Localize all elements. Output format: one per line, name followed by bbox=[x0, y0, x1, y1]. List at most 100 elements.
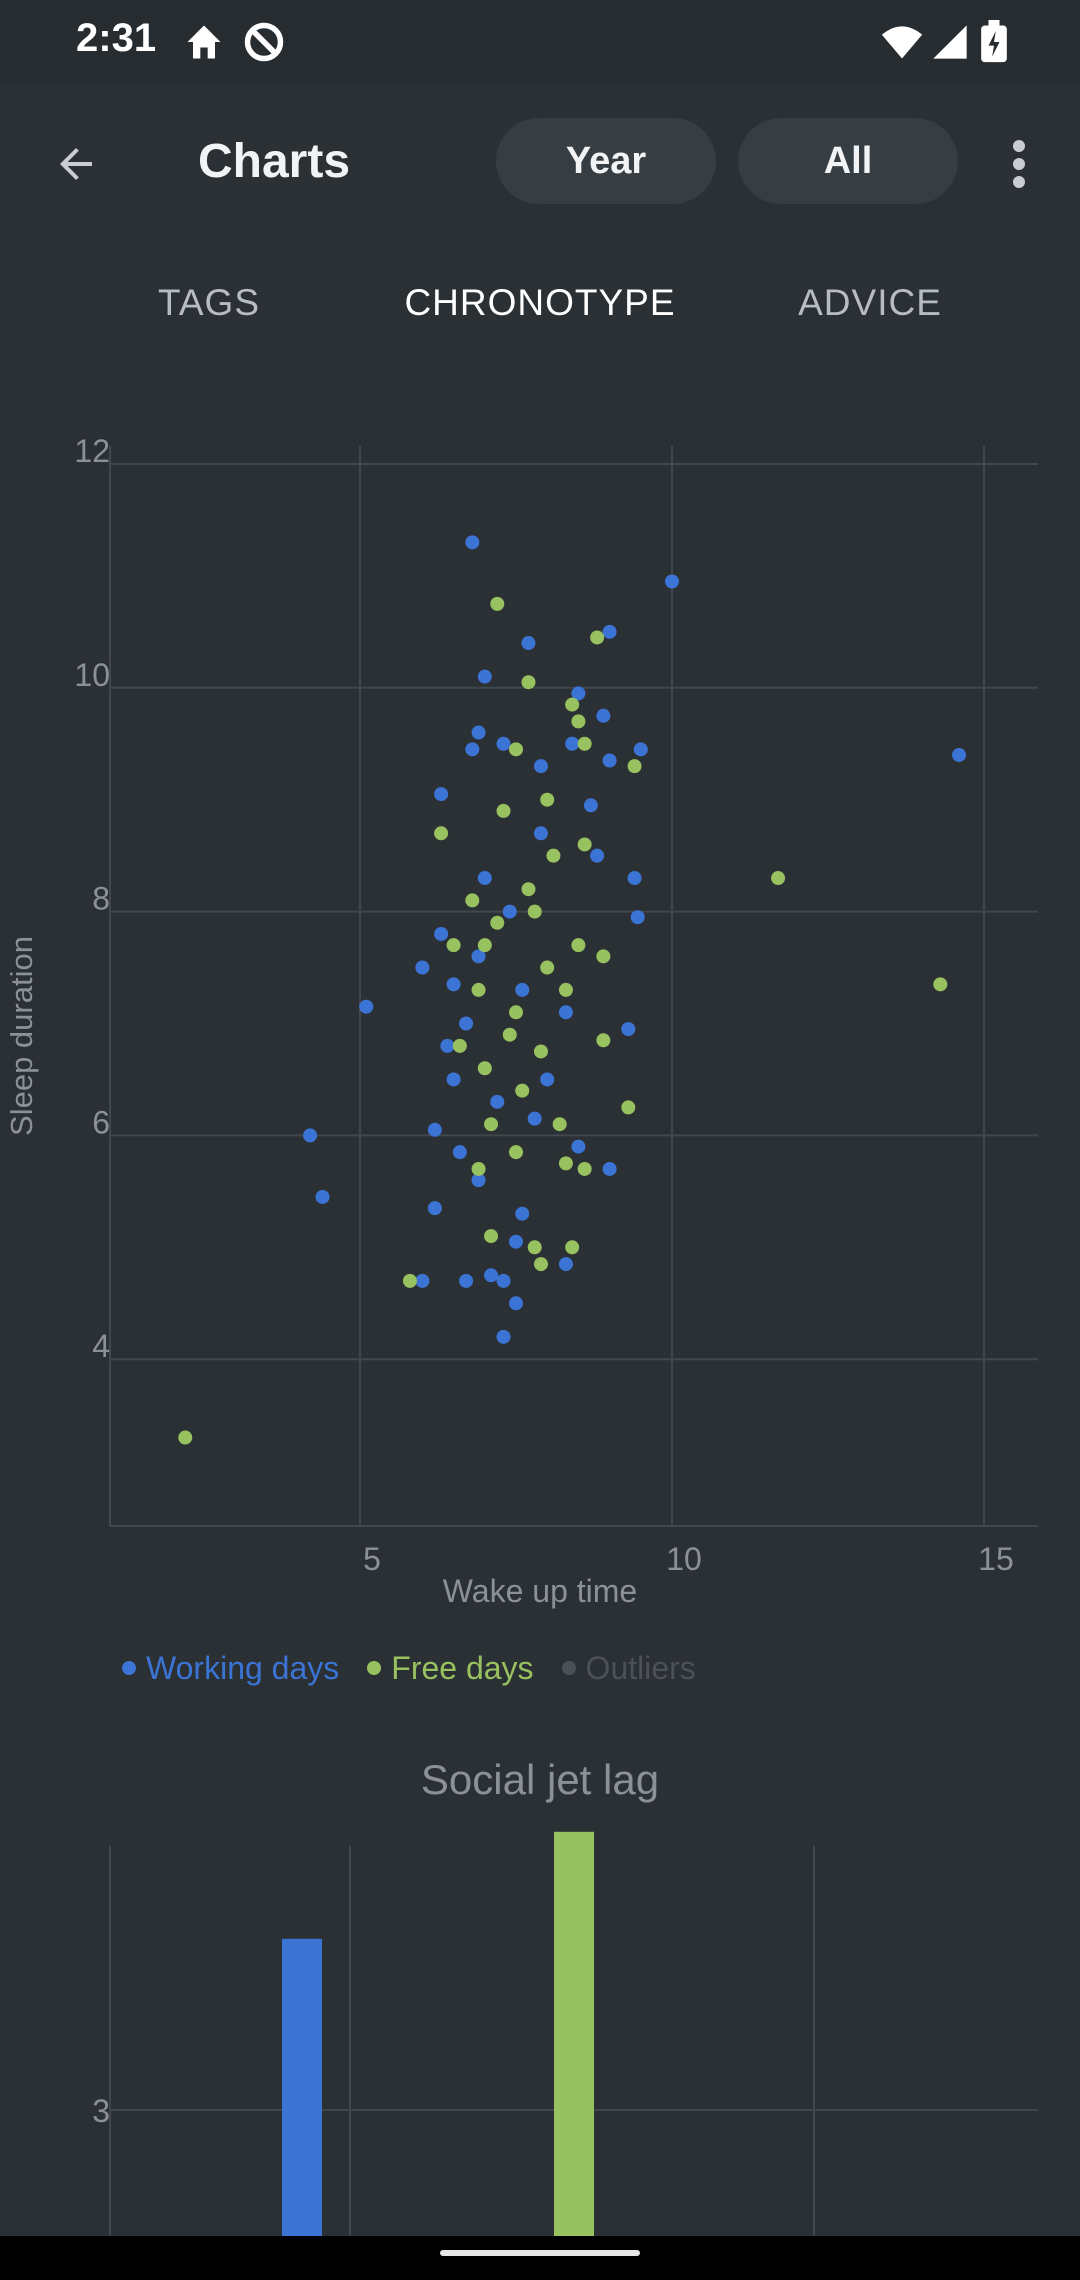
working-day-point bbox=[583, 798, 598, 813]
working-days-bar bbox=[282, 1938, 322, 2236]
free-day-point bbox=[533, 1044, 548, 1059]
free-day-point bbox=[521, 675, 536, 690]
filter-all-button[interactable]: All bbox=[738, 118, 958, 204]
free-day-point bbox=[178, 1430, 193, 1445]
status-time: 2:31 bbox=[76, 16, 157, 60]
free-day-point bbox=[509, 1005, 523, 1020]
working-day-point bbox=[540, 1072, 555, 1087]
free-day-point bbox=[434, 826, 449, 841]
working-day-point bbox=[558, 1005, 573, 1020]
free-day-point bbox=[446, 938, 461, 953]
working-day-point bbox=[533, 759, 548, 774]
free-day-point bbox=[577, 837, 592, 852]
working-day-point bbox=[427, 1201, 442, 1216]
more-options-button[interactable] bbox=[994, 128, 1044, 200]
working-day-point bbox=[484, 1268, 499, 1283]
working-day-point bbox=[621, 1022, 636, 1037]
working-day-point bbox=[515, 982, 530, 997]
working-day-point bbox=[477, 871, 492, 886]
free-day-point bbox=[558, 982, 573, 997]
working-day-point bbox=[630, 910, 645, 925]
legend-working-days[interactable]: Working days bbox=[122, 1650, 339, 1687]
legend-label-outliers: Outliers bbox=[585, 1649, 696, 1686]
free-day-point bbox=[590, 630, 605, 645]
working-day-point bbox=[602, 1161, 617, 1176]
home-gesture-handle[interactable] bbox=[440, 2250, 640, 2256]
tab-bar: TAGS CHRONOTYPE ADVICE bbox=[0, 270, 1080, 340]
working-day-point bbox=[427, 1122, 442, 1137]
back-button[interactable] bbox=[40, 128, 112, 200]
chart-legend: Working days Free days Outliers bbox=[122, 1646, 724, 1690]
free-day-point bbox=[565, 697, 580, 712]
free-days-bar bbox=[554, 1831, 594, 2236]
free-day-point bbox=[627, 759, 642, 774]
legend-free-days[interactable]: Free days bbox=[367, 1649, 534, 1687]
legend-label-free: Free days bbox=[391, 1649, 534, 1686]
filter-year-button[interactable]: Year bbox=[496, 118, 716, 204]
battery-charging-icon bbox=[976, 20, 1012, 69]
working-day-point bbox=[452, 1145, 467, 1160]
legend-dot-outliers bbox=[561, 1661, 576, 1675]
x-tick-label: 5 bbox=[363, 1541, 381, 1577]
free-day-point bbox=[477, 1061, 492, 1076]
free-day-point bbox=[502, 1027, 517, 1042]
free-day-point bbox=[496, 803, 511, 818]
working-day-point bbox=[477, 669, 492, 684]
working-day-point bbox=[515, 1206, 530, 1221]
free-day-point bbox=[558, 1156, 573, 1171]
status-bar: 2:31 bbox=[0, 0, 1080, 84]
working-day-point bbox=[359, 999, 374, 1014]
working-day-point bbox=[496, 1273, 511, 1288]
free-day-point bbox=[771, 871, 786, 886]
free-day-point bbox=[571, 714, 586, 729]
legend-outliers[interactable]: Outliers bbox=[561, 1649, 696, 1687]
free-day-point bbox=[452, 1038, 467, 1053]
signal-icon bbox=[930, 20, 970, 69]
working-day-point bbox=[665, 574, 679, 589]
page-title: Charts bbox=[198, 135, 351, 188]
arrow-back-icon bbox=[60, 148, 92, 180]
working-day-point bbox=[471, 949, 486, 964]
working-day-point bbox=[602, 624, 617, 639]
free-day-point bbox=[471, 982, 486, 997]
free-day-point bbox=[527, 904, 542, 919]
legend-dot-working bbox=[122, 1661, 136, 1675]
free-day-point bbox=[465, 893, 480, 908]
working-day-point bbox=[440, 1038, 455, 1053]
x-tick-label: 10 bbox=[666, 1541, 702, 1577]
working-day-point bbox=[446, 977, 461, 992]
free-day-point bbox=[490, 596, 505, 611]
x-axis-title: Wake up time bbox=[443, 1573, 637, 1609]
y-tick-label: 4 bbox=[92, 1328, 110, 1364]
working-day-point bbox=[509, 1296, 523, 1311]
tab-chronotype[interactable]: CHRONOTYPE bbox=[404, 282, 676, 323]
home-icon bbox=[182, 20, 226, 69]
bar-y-tick-label: 3 bbox=[92, 2093, 110, 2129]
free-day-point bbox=[402, 1273, 417, 1288]
working-day-point bbox=[502, 904, 517, 919]
more-vert-icon bbox=[1013, 140, 1025, 188]
working-day-point bbox=[471, 725, 486, 740]
legend-dot-free bbox=[367, 1661, 382, 1675]
tab-tags[interactable]: TAGS bbox=[158, 282, 260, 323]
working-day-point bbox=[627, 871, 642, 886]
working-day-point bbox=[565, 736, 580, 751]
y-tick-label: 10 bbox=[74, 657, 110, 693]
working-day-point bbox=[459, 1273, 474, 1288]
tab-advice[interactable]: ADVICE bbox=[798, 282, 942, 323]
working-day-point bbox=[490, 1094, 505, 1109]
social-jet-lag-title: Social jet lag bbox=[420, 1756, 660, 1803]
free-day-point bbox=[540, 792, 555, 807]
free-day-point bbox=[571, 938, 586, 953]
working-day-point bbox=[459, 1016, 474, 1031]
free-day-point bbox=[533, 1257, 548, 1272]
working-day-point bbox=[415, 960, 430, 975]
app-bar: Charts Year All bbox=[0, 84, 1080, 244]
working-day-point bbox=[596, 708, 611, 723]
free-day-point bbox=[546, 848, 561, 863]
chronotype-scatter-chart: 5 10 15 12 10 8 6 4 Wake up time Sleep duration bbox=[4, 433, 1038, 1609]
working-day-point bbox=[465, 535, 480, 550]
working-day-point bbox=[496, 1329, 511, 1344]
free-day-point bbox=[509, 1145, 523, 1160]
